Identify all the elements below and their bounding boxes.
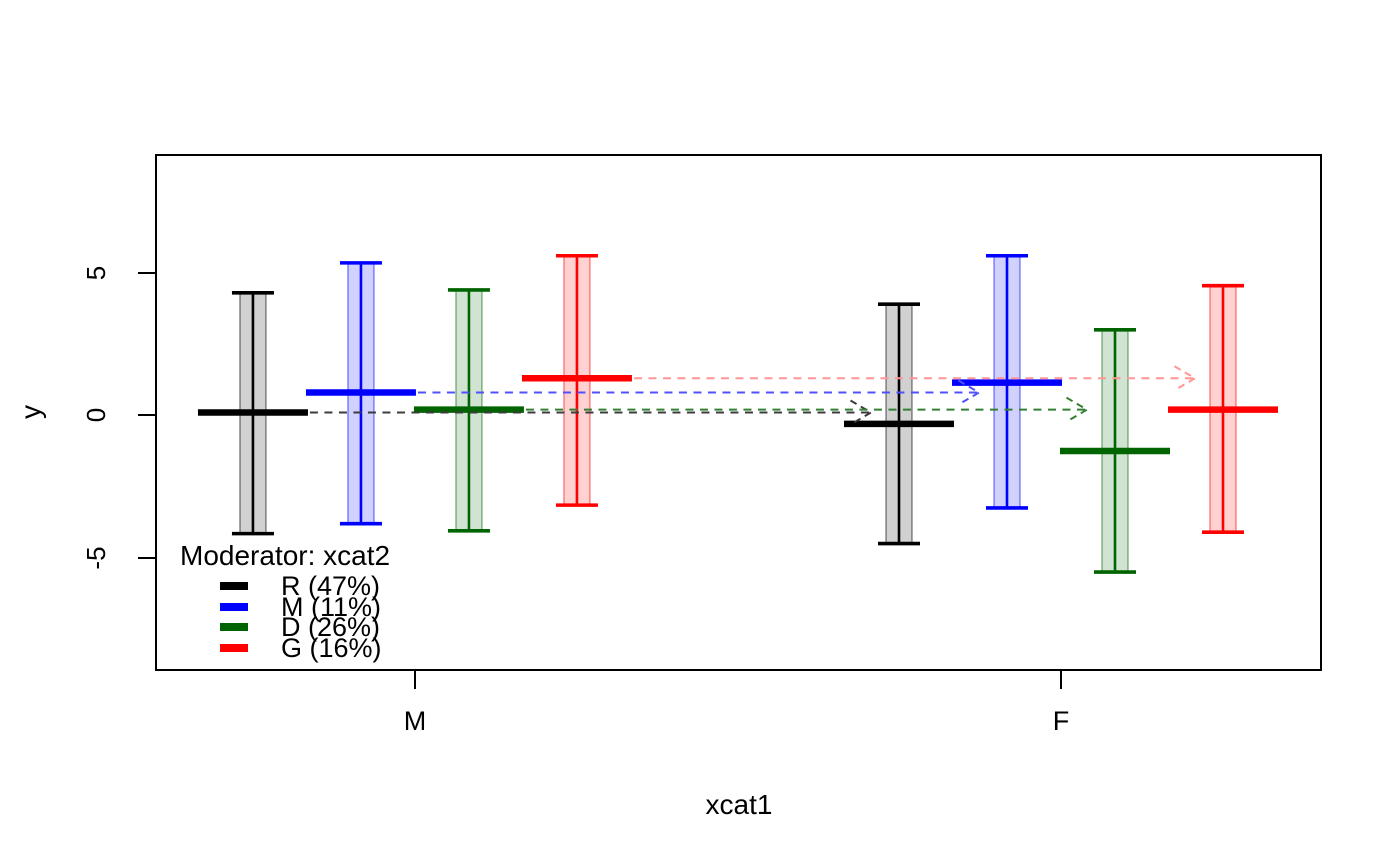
- trend-arrow-head-G: [1173, 365, 1197, 392]
- x-tick-label: F: [1052, 706, 1070, 736]
- chart-canvas: [197, 253, 1278, 574]
- trend-arrow-head-R: [849, 399, 873, 426]
- y-tick-label: -5: [80, 546, 111, 570]
- y-tick-mark: [138, 271, 157, 274]
- y-tick-label: 0: [80, 408, 111, 423]
- y-tick-label: 5: [80, 265, 111, 281]
- x-tick-mark: [1059, 671, 1062, 689]
- y-tick-mark: [138, 414, 157, 417]
- trend-arrow-head-M: [957, 379, 981, 406]
- y-tick-mark: [138, 556, 157, 559]
- trend-arrow-head-D: [1065, 396, 1089, 423]
- plot-area: [155, 154, 1322, 671]
- x-tick-label: M: [403, 706, 427, 736]
- y-axis-title: y: [15, 405, 46, 419]
- x-axis-title: xcat1: [705, 789, 773, 820]
- x-tick-mark: [413, 671, 416, 689]
